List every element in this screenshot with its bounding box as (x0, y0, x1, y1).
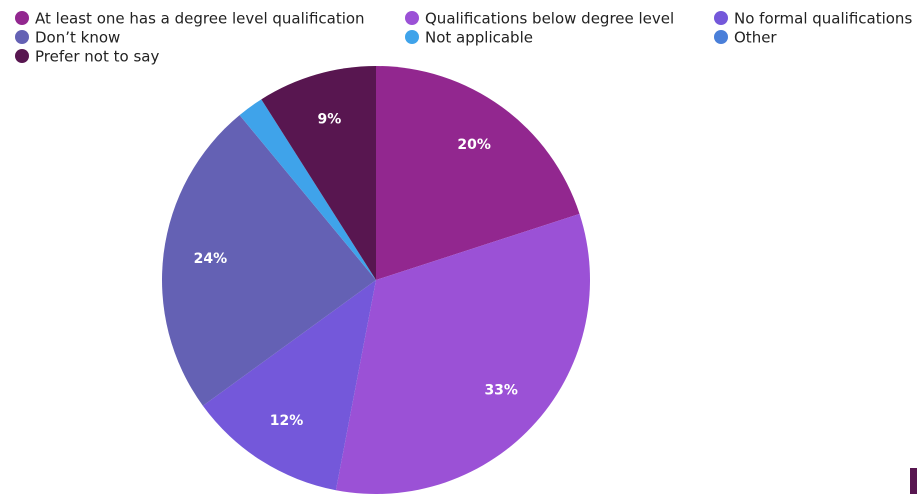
corner-decoration (910, 468, 917, 494)
data-label: 20% (457, 137, 491, 153)
legend-marker (405, 11, 419, 25)
legend-label: At least one has a degree level qualific… (35, 10, 365, 28)
legend-label: Don’t know (35, 29, 120, 47)
legend-marker (15, 49, 29, 63)
pie-slice (376, 66, 580, 280)
legend-marker (714, 11, 728, 25)
data-label: 24% (194, 251, 228, 267)
pie-slice (161, 115, 376, 406)
data-label: 12% (270, 413, 304, 429)
legend-label: Not applicable (425, 29, 533, 47)
legend-label: Qualifications below degree level (425, 10, 674, 28)
pie-slice (335, 213, 590, 494)
legend-marker (714, 30, 728, 44)
legend-label: Prefer not to say (35, 48, 159, 66)
pie-slice (202, 280, 376, 491)
legend-label: Other (734, 29, 777, 47)
pie-slice (261, 66, 376, 280)
legend-marker (405, 30, 419, 44)
data-label: 33% (484, 382, 518, 398)
legend-label: No formal qualifications (734, 10, 912, 28)
legend-marker (15, 11, 29, 25)
legend-marker (15, 30, 29, 44)
data-label: 9% (318, 112, 342, 128)
pie-slice (239, 99, 376, 280)
